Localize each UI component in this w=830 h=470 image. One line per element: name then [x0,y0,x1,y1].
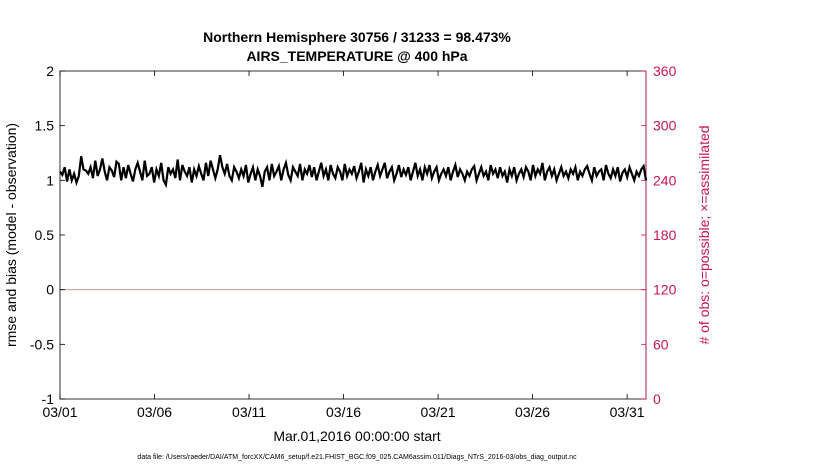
y2-tick-label: 0 [653,391,661,407]
y2-tick-label: 180 [653,227,677,243]
data-file-footer: data file: /Users/raeder/DAI/ATM_forcXX/… [137,454,577,461]
x-tick-label: 03/01 [42,404,77,420]
chart-title: Northern Hemisphere 30756 / 31233 = 98.4… [203,29,511,45]
x-tick-label: 03/11 [232,404,266,420]
x-tick-label: 03/16 [326,404,361,420]
y-axis-label: rmse and bias (model - observation) [3,123,19,347]
x-tick-label: 03/26 [515,404,550,420]
x-tick-label: 03/21 [421,404,456,420]
x-tick-label: 03/06 [137,404,172,420]
y2-tick-label: 60 [653,336,669,352]
axes-box [59,70,647,400]
rmse-series-line [59,154,648,189]
x-tick-label: 03/31 [610,404,645,420]
y-tick-label: 2 [46,63,54,79]
y2-tick-label: 120 [653,282,677,298]
x-axis-label: Mar.01,2016 00:00:00 start [273,428,440,444]
y2-tick-label: 240 [653,172,677,188]
chart-subtitle: AIRS_TEMPERATURE @ 400 hPa [246,48,467,64]
plot-area: 03/01 03/06 03/11 03/16 03/21 03/26 03/31 -1 -0.… [30,63,677,420]
y-tick-label: 0.5 [35,227,55,243]
y2-axis-label: # of obs: o=possible; ×=assimilated [696,125,712,344]
y2-tick-label: 360 [653,63,677,79]
y2-tick-label: 300 [653,118,677,134]
y-tick-label: -1 [42,391,55,407]
y-tick-label: 1.5 [35,118,55,134]
y-tick-label: 1 [46,172,54,188]
y-tick-label: 0 [46,282,54,298]
y-tick-label: -0.5 [30,336,54,352]
